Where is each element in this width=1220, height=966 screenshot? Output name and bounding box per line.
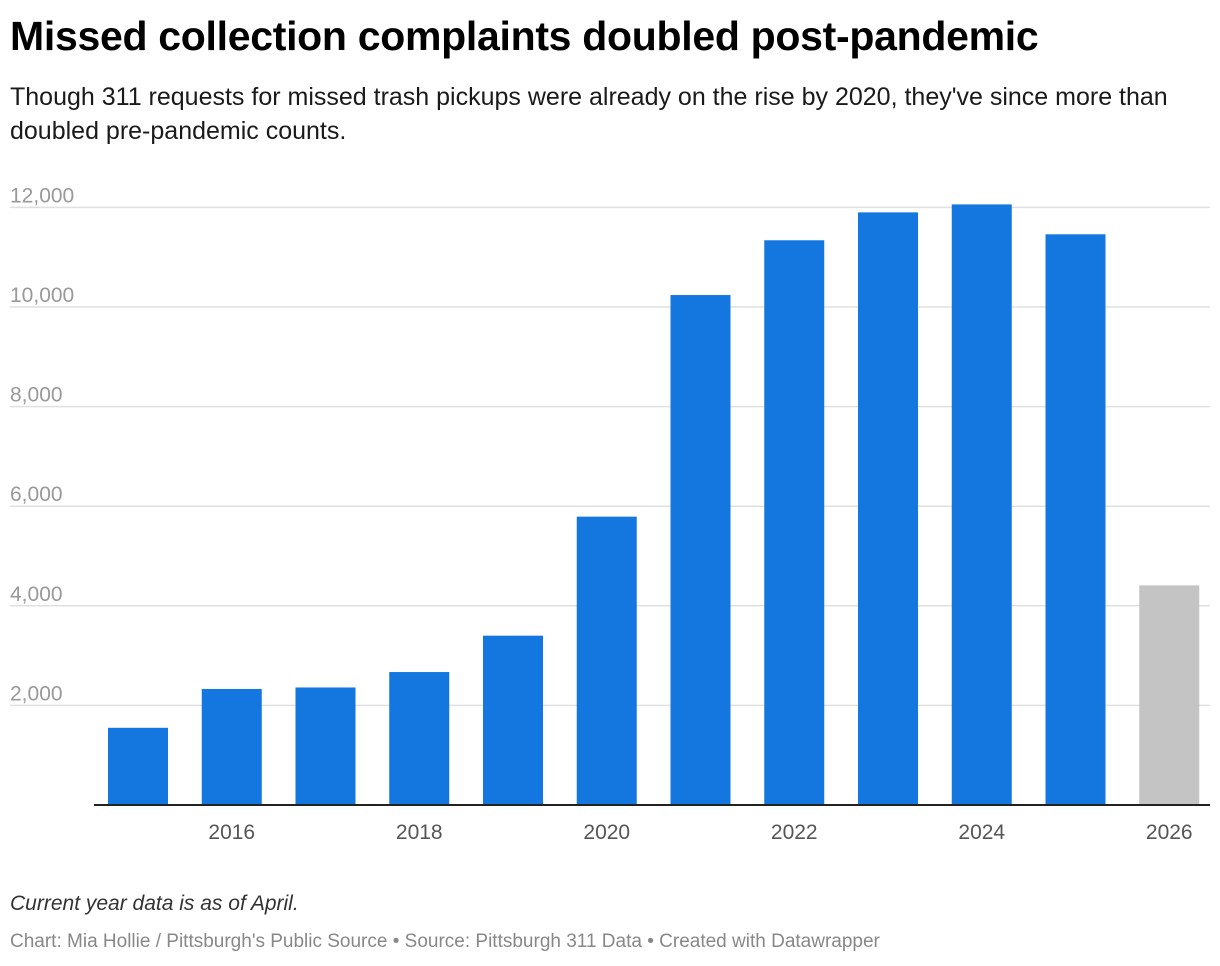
x-tick-label: 2026 — [1146, 821, 1193, 844]
x-tick-label: 2020 — [583, 821, 630, 844]
y-tick-label: 8,000 — [10, 384, 63, 407]
chart-title: Missed collection complaints doubled pos… — [10, 13, 1039, 59]
source-credit: Chart: Mia Hollie / Pittsburgh's Public … — [10, 931, 880, 952]
y-tick-label: 6,000 — [10, 483, 63, 506]
x-tick-label: 2024 — [958, 821, 1005, 844]
chart-subtitle: Though 311 requests for missed trash pic… — [10, 83, 1168, 145]
bar-2021 — [670, 295, 731, 805]
bar-2023 — [858, 212, 918, 805]
x-tick-label: 2022 — [771, 821, 818, 844]
x-axis: 2016 2018 2020 2022 2024 2026 — [94, 804, 1210, 844]
bar-2026 — [1139, 585, 1200, 805]
y-tick-label: 10,000 — [10, 284, 74, 307]
bar-2020 — [576, 516, 637, 805]
y-axis-ticks: 2,000 4,000 6,000 8,000 10,000 12,000 — [10, 184, 74, 705]
y-tick-label: 4,000 — [10, 583, 63, 606]
bars — [108, 204, 1200, 806]
bar-2019 — [483, 635, 543, 805]
bar-2016 — [201, 688, 262, 805]
bar-2022 — [764, 240, 825, 805]
footnote: Current year data is as of April. — [10, 892, 299, 915]
y-tick-label: 12,000 — [10, 184, 74, 207]
bar-2015 — [108, 727, 168, 805]
bar-2017 — [295, 687, 356, 805]
x-tick-label: 2016 — [208, 821, 255, 844]
x-tick-label: 2018 — [396, 821, 443, 844]
y-tick-label: 2,000 — [10, 682, 63, 705]
bar-2024 — [951, 204, 1012, 806]
bar-2018 — [389, 672, 450, 805]
bar-2025 — [1045, 234, 1106, 806]
